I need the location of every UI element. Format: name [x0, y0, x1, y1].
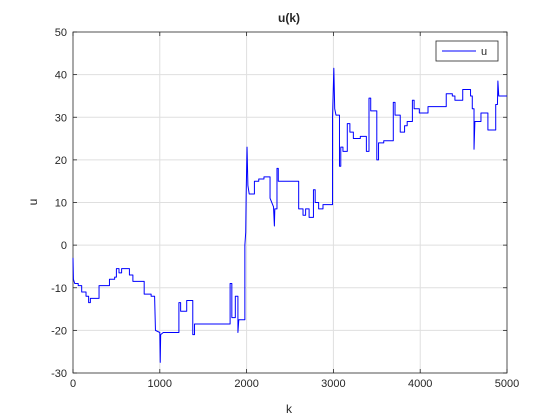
y-tick-label: 20 [55, 155, 67, 167]
chart-title: u(k) [278, 11, 300, 25]
y-tick-label: 10 [55, 198, 67, 210]
y-axis-label: u [26, 199, 40, 206]
y-tick-label: -30 [51, 368, 67, 380]
series-group [72, 67, 507, 363]
legend-label: u [481, 46, 487, 58]
y-tick-label: -20 [51, 325, 67, 337]
plot-axes: 0 1000 2000 3000 4000 5000 -30 -20 -10 0 10 20 30 40 5… [51, 27, 519, 390]
y-tick-label: -10 [51, 283, 67, 295]
x-tick-label: 3000 [321, 378, 345, 390]
x-axis-label: k [286, 402, 293, 416]
series-line-u [72, 67, 507, 363]
legend: u [435, 40, 499, 62]
x-tick-label: 2000 [234, 378, 258, 390]
y-tick-label: 50 [55, 27, 67, 39]
y-tick-label: 0 [61, 240, 67, 252]
y-tick-label: 40 [55, 70, 67, 82]
x-tick-label: 0 [70, 378, 76, 390]
x-tick-label: 5000 [495, 378, 519, 390]
x-tick-label: 1000 [148, 378, 172, 390]
x-tick-label: 4000 [408, 378, 432, 390]
grid [73, 32, 507, 373]
y-tick-label: 30 [55, 112, 67, 124]
